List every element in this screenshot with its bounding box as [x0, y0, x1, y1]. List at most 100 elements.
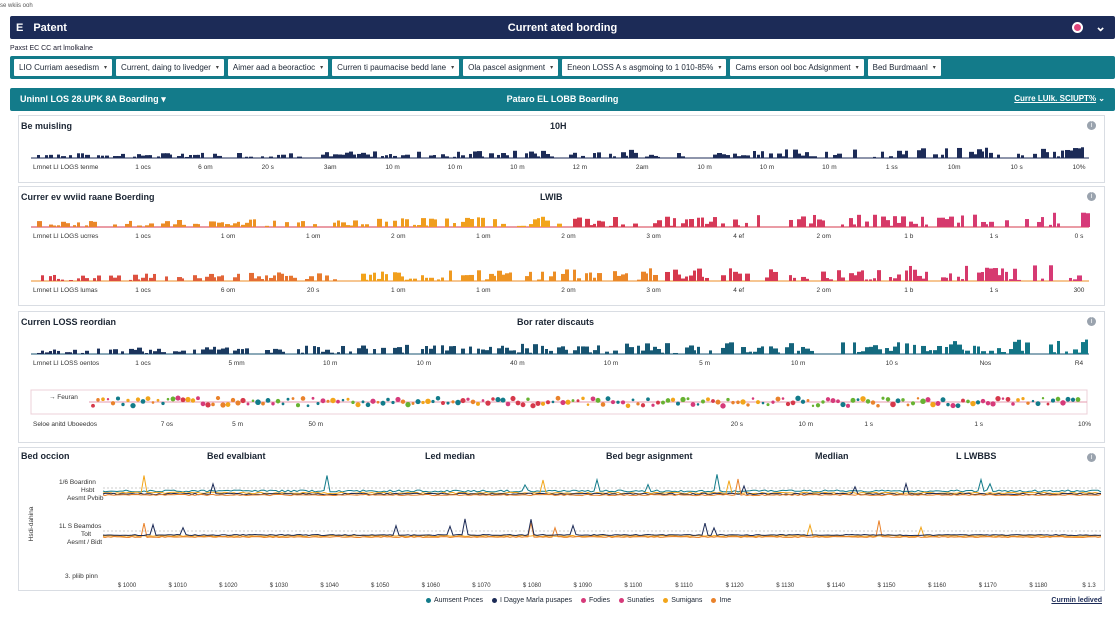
activity-bar	[213, 221, 216, 227]
activity-bar	[677, 274, 681, 281]
event-dot	[975, 400, 981, 405]
event-dot	[300, 396, 306, 401]
activity-bar	[1033, 153, 1037, 158]
activity-bar	[193, 223, 198, 227]
activity-bar	[905, 150, 908, 158]
activity-bar	[181, 278, 184, 281]
filter-chip[interactable]: Ola pascel asignment ▾	[463, 59, 559, 76]
activity-bar	[113, 277, 118, 281]
activity-bar	[197, 224, 200, 227]
event-dot	[320, 398, 326, 404]
chevron-down-icon[interactable]: ⌄	[1095, 19, 1106, 34]
activity-bar	[977, 272, 981, 281]
filter-chip[interactable]: Current, daing to livedger ▾	[116, 59, 224, 76]
activity-bar	[137, 347, 142, 354]
activity-bar	[341, 345, 345, 354]
activity-bar	[917, 150, 921, 158]
activity-bar	[249, 219, 252, 227]
legend-item[interactable]: Fodies	[581, 597, 610, 604]
activity-bar	[745, 155, 750, 158]
event-dot	[751, 397, 755, 400]
event-dot	[746, 403, 750, 407]
unit-selector[interactable]: Uninnl LOS 28.UPK 8A Boarding ▾	[20, 94, 166, 104]
legend-item[interactable]: Sumigans	[663, 597, 702, 604]
activity-bar	[145, 273, 148, 281]
event-dot	[91, 403, 95, 408]
activity-bar	[1057, 156, 1060, 158]
filter-chip[interactable]: Aimer aad a beoractioc ▾	[227, 59, 329, 76]
activity-bar	[125, 223, 129, 227]
activity-bar	[981, 351, 986, 354]
activity-bar	[225, 224, 230, 227]
activity-bar	[1073, 148, 1078, 158]
activity-bar	[145, 155, 150, 158]
activity-bar	[805, 348, 810, 354]
legend-swatch	[619, 598, 625, 603]
tick-label: 20 s	[731, 421, 744, 428]
activity-bar	[1017, 339, 1021, 354]
activity-bar	[1013, 341, 1018, 354]
filter-chip[interactable]: Curren ti paumacise bedd lane ▾	[332, 59, 460, 76]
legend-item[interactable]: I Dagye Marla pusapes	[492, 597, 572, 604]
activity-bar	[545, 153, 550, 158]
tick-label: 2am	[636, 164, 649, 171]
activity-bar	[53, 274, 56, 281]
row-label: Aesmt Pvbib	[67, 495, 104, 502]
timeline-track: Lrnnet LI LOGS tenme 1 ocs 6 om 20 s 3am 10 m…	[31, 147, 1089, 171]
legend-item[interactable]: Aumsent Pnces	[426, 597, 483, 604]
activity-bar	[989, 268, 994, 281]
activity-bar	[853, 275, 858, 281]
panel-subtitle: Bed evalbiant	[207, 451, 266, 461]
tick-label: 1 b	[904, 287, 913, 294]
event-dot	[631, 398, 635, 402]
filter-chip[interactable]: Bed Burdmaanl ▾	[867, 59, 941, 76]
filter-chip[interactable]: Cams erson ool boc Adsignment ▾	[730, 59, 864, 76]
activity-bar	[685, 219, 688, 227]
event-dot	[950, 402, 956, 409]
activity-bar	[921, 345, 926, 354]
activity-bar	[229, 225, 234, 227]
tick-label: 10 m	[791, 360, 805, 367]
activity-bar	[897, 274, 901, 281]
filter-chip[interactable]: Eneon LOSS A s asgmoing to 1 010-85% ▾	[562, 59, 727, 76]
activity-bar	[1069, 277, 1072, 281]
event-dot	[605, 396, 611, 402]
track-legend: → Feuran	[49, 394, 78, 401]
info-icon[interactable]: i	[1087, 317, 1096, 326]
panel-los-median: Curren LOSS reordian Bor rater discauts …	[18, 311, 1105, 443]
footer-link[interactable]: Curmin ledived	[1051, 597, 1102, 604]
filter-chip[interactable]: LIO Curriam aesedism ▾	[14, 59, 113, 76]
legend-item[interactable]: Sunaties	[619, 597, 654, 604]
info-icon[interactable]: i	[1087, 121, 1096, 130]
activity-bar	[481, 217, 485, 227]
event-dot	[676, 401, 680, 406]
activity-bar	[329, 156, 334, 158]
activity-bar	[1025, 342, 1030, 354]
legend-item[interactable]: Ime	[711, 597, 731, 604]
info-icon[interactable]: i	[1087, 453, 1096, 462]
event-dot	[881, 396, 885, 400]
activity-bar	[973, 154, 978, 158]
activity-bar	[269, 352, 274, 354]
app-logo[interactable]: E	[16, 21, 24, 34]
activity-bar	[469, 346, 472, 354]
tick-label: 1 om	[391, 287, 405, 294]
event-dot	[495, 397, 501, 403]
event-dot	[391, 400, 395, 405]
tick-label: 12 m	[573, 164, 587, 171]
event-dot	[110, 401, 116, 406]
metric-selector[interactable]: Curre LUlk. SCIUPT% ⌄	[1014, 94, 1105, 103]
event-dot	[145, 396, 151, 401]
notification-icon[interactable]	[1072, 22, 1083, 33]
activity-bar	[237, 348, 240, 354]
event-dot	[346, 397, 350, 401]
activity-bar	[149, 349, 152, 354]
event-dot	[761, 401, 765, 405]
activity-bar	[41, 275, 44, 281]
activity-bar	[253, 278, 258, 281]
info-icon[interactable]: i	[1087, 192, 1096, 201]
activity-bar	[161, 223, 166, 227]
activity-bar	[977, 346, 980, 354]
app-name[interactable]: Patent	[33, 21, 67, 34]
